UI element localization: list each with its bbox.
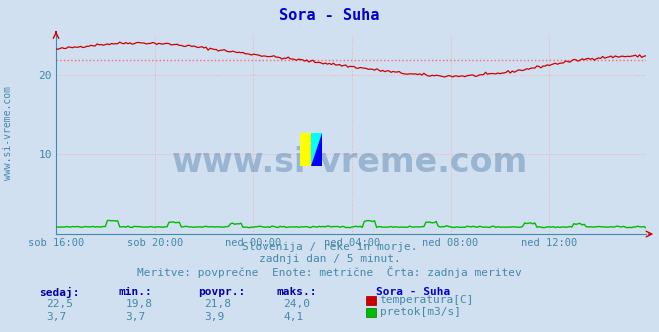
Text: www.si-vreme.com: www.si-vreme.com bbox=[3, 86, 13, 180]
Text: sedaj:: sedaj: bbox=[40, 287, 80, 298]
Text: 3,7: 3,7 bbox=[125, 312, 146, 322]
Text: 4,1: 4,1 bbox=[283, 312, 304, 322]
Text: www.si-vreme.com: www.si-vreme.com bbox=[172, 146, 528, 179]
Polygon shape bbox=[311, 133, 322, 166]
Text: 22,5: 22,5 bbox=[46, 299, 73, 309]
Text: 19,8: 19,8 bbox=[125, 299, 152, 309]
Text: Sora - Suha: Sora - Suha bbox=[376, 287, 450, 297]
Text: 21,8: 21,8 bbox=[204, 299, 231, 309]
Text: Slovenija / reke in morje.: Slovenija / reke in morje. bbox=[242, 242, 417, 252]
Text: min.:: min.: bbox=[119, 287, 152, 297]
Text: Meritve: povprečne  Enote: metrične  Črta: zadnja meritev: Meritve: povprečne Enote: metrične Črta:… bbox=[137, 266, 522, 278]
Text: zadnji dan / 5 minut.: zadnji dan / 5 minut. bbox=[258, 254, 401, 264]
Text: povpr.:: povpr.: bbox=[198, 287, 245, 297]
Text: pretok[m3/s]: pretok[m3/s] bbox=[380, 307, 461, 317]
Text: 3,9: 3,9 bbox=[204, 312, 225, 322]
Text: 3,7: 3,7 bbox=[46, 312, 67, 322]
Polygon shape bbox=[300, 133, 311, 166]
Text: 24,0: 24,0 bbox=[283, 299, 310, 309]
Text: Sora - Suha: Sora - Suha bbox=[279, 8, 380, 23]
Text: temperatura[C]: temperatura[C] bbox=[380, 295, 474, 305]
Text: maks.:: maks.: bbox=[277, 287, 317, 297]
Polygon shape bbox=[311, 133, 322, 166]
